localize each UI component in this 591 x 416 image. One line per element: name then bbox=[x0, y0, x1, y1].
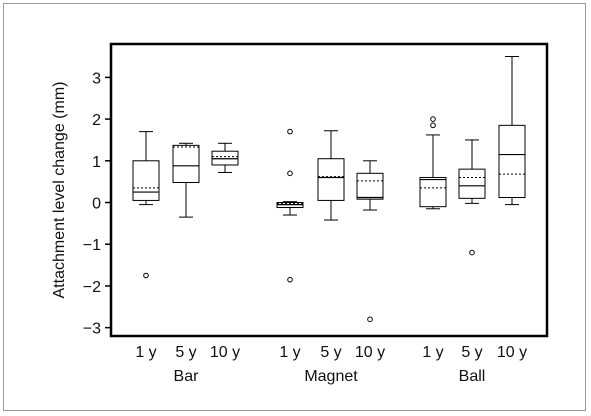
x-tick-label: 10 y bbox=[355, 344, 385, 361]
box-iqr bbox=[132, 160, 160, 201]
y-tick-label: 2 bbox=[92, 112, 101, 129]
x-tick-label: 5 y bbox=[461, 344, 482, 361]
outlier-point bbox=[469, 249, 475, 256]
figure-frame bbox=[3, 3, 586, 411]
y-tick-label: −1 bbox=[83, 237, 101, 254]
outlier-point bbox=[430, 116, 436, 122]
y-tick-label: −3 bbox=[83, 321, 101, 338]
x-tick-label: 1 y bbox=[279, 344, 300, 361]
box-iqr bbox=[419, 176, 447, 208]
box-iqr bbox=[172, 144, 200, 183]
outlier-point bbox=[287, 170, 293, 177]
box-iqr bbox=[458, 168, 486, 199]
box-iqr bbox=[498, 124, 526, 199]
x-tick-label: 1 y bbox=[135, 344, 156, 361]
group-label: Ball bbox=[459, 368, 486, 385]
group-label: Bar bbox=[174, 368, 200, 385]
x-tick-label: 5 y bbox=[320, 344, 341, 361]
y-axis-label: Attachment level change (mm) bbox=[51, 82, 68, 299]
box-iqr bbox=[317, 158, 345, 201]
x-tick-label: 10 y bbox=[497, 344, 527, 361]
y-tick-label: 0 bbox=[92, 196, 101, 213]
x-tick-label: 1 y bbox=[422, 344, 443, 361]
outlier-point bbox=[143, 272, 149, 279]
y-tick-label: −2 bbox=[83, 279, 101, 296]
outlier-point bbox=[367, 316, 373, 323]
box-iqr bbox=[356, 172, 384, 200]
y-tick-label: 1 bbox=[92, 154, 101, 171]
x-tick-label: 10 y bbox=[210, 344, 240, 361]
group-label: Magnet bbox=[304, 368, 358, 385]
outlier-point bbox=[287, 128, 293, 135]
box-iqr bbox=[211, 150, 239, 166]
plot-area-border bbox=[109, 42, 549, 338]
y-tick-label: 3 bbox=[92, 70, 101, 87]
x-tick-label: 5 y bbox=[175, 344, 196, 361]
outlier-point bbox=[287, 276, 293, 283]
outlier-point bbox=[430, 122, 436, 129]
